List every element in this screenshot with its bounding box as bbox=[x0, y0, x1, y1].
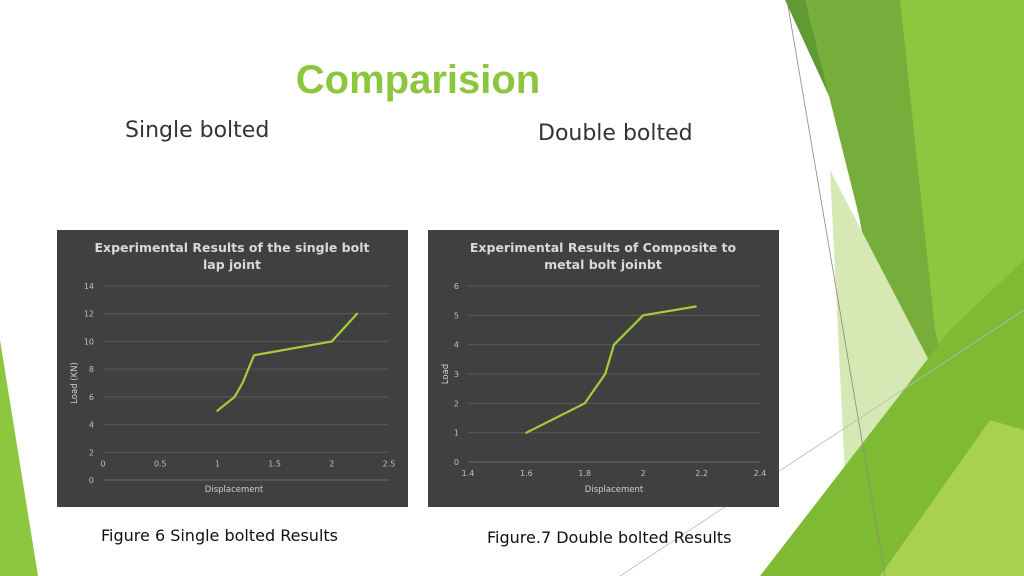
double-y-tick-label: 1 bbox=[454, 429, 459, 438]
double-series-line bbox=[525, 305, 697, 434]
single-x-axis-title: Displacement bbox=[205, 485, 264, 495]
double-y-tick-label: 2 bbox=[454, 399, 459, 408]
double-x-tick-label: 2.2 bbox=[695, 469, 708, 478]
single-y-tick-label: 4 bbox=[89, 421, 94, 430]
single-y-tick-label: 2 bbox=[89, 448, 94, 457]
single-x-tick-label: 2 bbox=[329, 459, 334, 468]
single-y-tick-label: 10 bbox=[84, 337, 94, 346]
single-x-tick-label: 0 bbox=[100, 459, 105, 468]
single-chart-title-line: Experimental Results of the single bolt bbox=[95, 240, 370, 255]
single-y-tick-label: 12 bbox=[84, 310, 94, 319]
double-x-tick-label: 2 bbox=[641, 469, 646, 478]
double-chart-title-line: Experimental Results of Composite to bbox=[470, 240, 737, 255]
double-x-tick-label: 1.6 bbox=[520, 469, 533, 478]
double-y-tick-label: 0 bbox=[454, 458, 459, 467]
deco-line-1 bbox=[786, 0, 886, 576]
single-y-tick-label: 8 bbox=[89, 365, 94, 374]
single-x-tick-label: 0.5 bbox=[154, 459, 167, 468]
single-chart-title-line: lap joint bbox=[203, 257, 261, 272]
double-x-tick-label: 2.4 bbox=[754, 469, 767, 478]
single-bolt-chart-svg: Experimental Results of the single bolt l… bbox=[70, 240, 396, 495]
double-bolt-chart: Experimental Results of Composite to meta… bbox=[428, 230, 779, 507]
double-x-tick-label: 1.8 bbox=[578, 469, 591, 478]
single-x-tick-label: 1.5 bbox=[268, 459, 281, 468]
deco-line-2 bbox=[619, 309, 1024, 576]
double-y-tick-label: 4 bbox=[454, 341, 459, 350]
double-bolt-chart-svg: Experimental Results of Composite to meta… bbox=[441, 240, 767, 495]
single-series-line bbox=[216, 312, 359, 412]
double-y-tick-label: 6 bbox=[454, 282, 459, 291]
deco-shape-lime bbox=[880, 420, 1024, 576]
double-y-axis-title: Load bbox=[441, 364, 451, 384]
single-y-tick-label: 14 bbox=[84, 282, 94, 291]
left-heading: Single bolted bbox=[125, 118, 270, 143]
single-y-tick-label: 6 bbox=[89, 393, 94, 402]
double-y-tick-label: 3 bbox=[454, 370, 459, 379]
deco-shape-left-edge bbox=[0, 340, 38, 576]
single-x-tick-label: 2.5 bbox=[383, 459, 396, 468]
single-x-tick-label: 1 bbox=[215, 459, 220, 468]
single-y-tick-label: 0 bbox=[89, 476, 94, 485]
double-y-tick-label: 5 bbox=[454, 311, 459, 320]
slide-title: Comparision bbox=[295, 58, 541, 102]
left-figure-caption: Figure 6 Single bolted Results bbox=[101, 526, 338, 545]
double-x-tick-label: 1.4 bbox=[462, 469, 475, 478]
single-y-axis-title: Load (KN) bbox=[70, 362, 80, 404]
single-bolt-chart: Experimental Results of the single bolt l… bbox=[57, 230, 408, 507]
right-heading: Double bolted bbox=[538, 121, 693, 146]
double-chart-title-line: metal bolt joinbt bbox=[544, 257, 662, 272]
double-x-axis-title: Displacement bbox=[585, 485, 644, 495]
right-figure-caption: Figure.7 Double bolted Results bbox=[487, 528, 732, 547]
